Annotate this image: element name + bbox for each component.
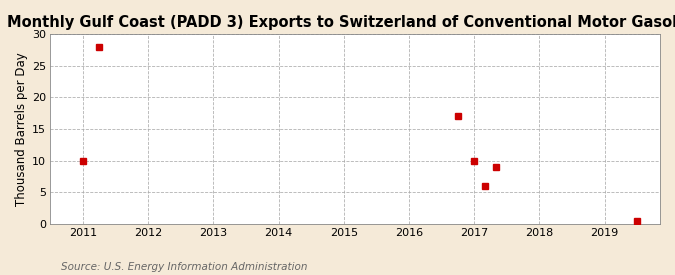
Text: Source: U.S. Energy Information Administration: Source: U.S. Energy Information Administ… — [61, 262, 307, 272]
Y-axis label: Thousand Barrels per Day: Thousand Barrels per Day — [15, 52, 28, 206]
Title: Monthly Gulf Coast (PADD 3) Exports to Switzerland of Conventional Motor Gasolin: Monthly Gulf Coast (PADD 3) Exports to S… — [7, 15, 675, 30]
